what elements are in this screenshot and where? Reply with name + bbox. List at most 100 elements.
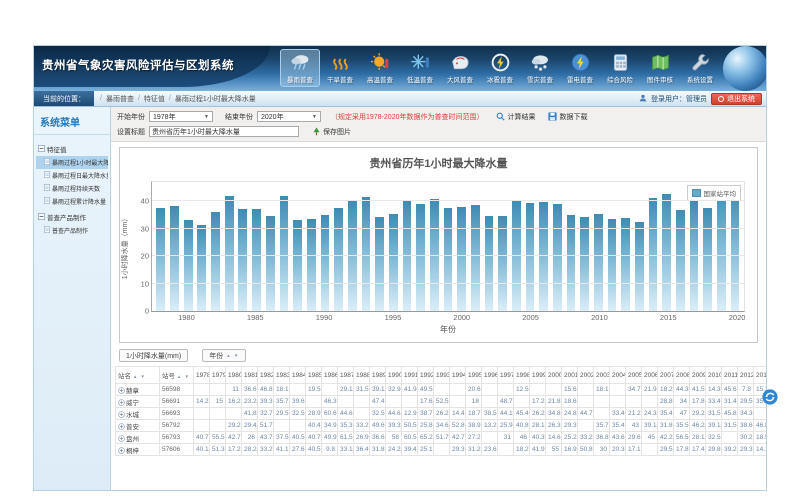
bar-1986[interactable] [266, 216, 275, 312]
bar-2006[interactable] [539, 202, 548, 311]
sort-icons[interactable]: ▲ ▼ [226, 353, 239, 358]
year-column-header[interactable]: 2002 [578, 367, 594, 384]
year-column-header[interactable]: 2012 [738, 367, 754, 384]
year-column-header[interactable]: 2006 [642, 367, 658, 384]
tree-leaf[interactable]: 暴雨过程持续天数 [36, 182, 108, 195]
bar-1985[interactable] [252, 209, 261, 311]
year-column-header[interactable]: 2005 [626, 367, 642, 384]
year-column-header[interactable]: 2000 [546, 367, 562, 384]
bar-1988[interactable] [293, 220, 302, 311]
year-column-header[interactable]: 1991 [402, 367, 418, 384]
bar-2015[interactable] [662, 194, 671, 311]
bar-2001[interactable] [471, 205, 480, 311]
toolbar-item-cold[interactable]: 低温普查 [400, 49, 440, 87]
bar-1989[interactable] [307, 219, 316, 311]
year-column-header[interactable]: 1979 [210, 367, 226, 384]
toolbar-item-heat[interactable]: 高温普查 [360, 49, 400, 87]
station-name-cell[interactable]: 普安 [116, 420, 160, 432]
bar-1994[interactable] [375, 217, 384, 311]
year-column-header[interactable]: 2009 [690, 367, 706, 384]
year-column-header[interactable]: 2007 [658, 367, 674, 384]
station-name-cell[interactable]: 水城 [116, 408, 160, 420]
year-column-header[interactable]: 2013 [754, 367, 767, 384]
year-column-header[interactable]: 1998 [514, 367, 530, 384]
bar-1984[interactable] [238, 209, 247, 311]
year-column-header[interactable]: 2003 [594, 367, 610, 384]
station-id-header[interactable]: 站号 ▲ ▼ [160, 367, 194, 384]
toolbar-item-settings[interactable]: 系统设置 [680, 49, 720, 87]
bar-2012[interactable] [621, 218, 630, 311]
expand-plus-icon[interactable] [118, 424, 126, 431]
bar-2020[interactable] [731, 191, 740, 311]
bar-2009[interactable] [580, 217, 589, 311]
expand-plus-icon[interactable] [118, 412, 126, 419]
year-column-header[interactable]: 1978 [194, 367, 210, 384]
bar-2013[interactable] [635, 222, 644, 311]
year-column-header[interactable]: 1997 [498, 367, 514, 384]
bar-1978[interactable] [156, 208, 165, 311]
expand-plus-icon[interactable] [118, 448, 126, 455]
tree-leaf[interactable]: 普查产品制作 [36, 224, 108, 237]
toolbar-item-composite-risk[interactable]: 综合风险 [600, 49, 640, 87]
bar-2005[interactable] [526, 203, 535, 311]
year-column-header[interactable]: 1990 [386, 367, 402, 384]
bar-1983[interactable] [225, 196, 234, 311]
start-year-select[interactable]: 1978年 ▼ [149, 111, 213, 122]
expand-plus-icon[interactable] [118, 400, 126, 407]
bar-2004[interactable] [512, 201, 521, 311]
year-column-header[interactable]: 2010 [706, 367, 722, 384]
year-column-header[interactable]: 2001 [562, 367, 578, 384]
bar-2007[interactable] [553, 204, 562, 311]
year-column-header[interactable]: 1995 [466, 367, 482, 384]
toolbar-item-snow[interactable]: 雪灾普查 [520, 49, 560, 87]
data-download-button[interactable]: 数据下载 [548, 112, 587, 122]
bar-2000[interactable] [457, 207, 466, 311]
bar-2008[interactable] [567, 215, 576, 311]
year-column-header[interactable]: 1983 [274, 367, 290, 384]
sort-icons[interactable]: ▲ ▼ [177, 374, 190, 379]
station-name-cell[interactable]: 赫章 [116, 384, 160, 396]
year-column-header[interactable]: 2004 [610, 367, 626, 384]
year-column-header[interactable]: 2008 [674, 367, 690, 384]
year-column-header[interactable]: 1980 [226, 367, 242, 384]
bar-1980[interactable] [184, 220, 193, 311]
bar-1981[interactable] [197, 225, 206, 311]
bar-2018[interactable] [703, 208, 712, 311]
station-name-header[interactable]: 站名 ▲ ▼ [116, 367, 160, 384]
year-column-header[interactable]: 1994 [450, 367, 466, 384]
bar-1991[interactable] [334, 208, 343, 311]
expand-plus-icon[interactable] [118, 388, 126, 395]
tree-leaf[interactable]: 暴雨过程1小时最大降水量 [36, 156, 108, 169]
bar-2003[interactable] [498, 216, 507, 311]
value-field-chip[interactable]: 1小时降水量(mm) [119, 349, 188, 362]
year-column-header[interactable]: 1982 [258, 367, 274, 384]
bar-1990[interactable] [321, 215, 330, 311]
station-name-cell[interactable]: 威宁 [116, 396, 160, 408]
save-image-button[interactable]: 保存图片 [312, 127, 351, 137]
bar-1987[interactable] [280, 196, 289, 311]
bar-1996[interactable] [403, 201, 412, 311]
bar-1979[interactable] [170, 206, 179, 311]
year-column-header[interactable]: 2011 [722, 367, 738, 384]
year-column-header[interactable]: 1999 [530, 367, 546, 384]
year-column-chip[interactable]: 年份 ▲ ▼ [202, 349, 246, 362]
year-column-header[interactable]: 1989 [370, 367, 386, 384]
bar-1997[interactable] [416, 204, 425, 311]
station-name-cell[interactable]: 盘州 [116, 432, 160, 444]
bar-2002[interactable] [485, 216, 494, 311]
bar-1999[interactable] [444, 208, 453, 311]
year-column-header[interactable]: 1981 [242, 367, 258, 384]
year-column-header[interactable]: 1985 [306, 367, 322, 384]
toolbar-item-lightning[interactable]: 雷电普查 [560, 49, 600, 87]
year-column-header[interactable]: 1992 [418, 367, 434, 384]
sort-icons[interactable]: ▲ ▼ [133, 374, 146, 379]
calculate-button[interactable]: 计算结果 [496, 112, 535, 122]
year-column-header[interactable]: 1996 [482, 367, 498, 384]
bar-2016[interactable] [676, 210, 685, 311]
bar-2019[interactable] [717, 188, 726, 311]
breadcrumb-item[interactable]: 暴雨过程1小时最大降水量 [175, 94, 256, 104]
tree-node[interactable]: 普查产品制作 [36, 210, 108, 224]
year-column-header[interactable]: 1993 [434, 367, 450, 384]
bar-1993[interactable] [362, 197, 371, 311]
toolbar-item-map-review[interactable]: 图件审核 [640, 49, 680, 87]
